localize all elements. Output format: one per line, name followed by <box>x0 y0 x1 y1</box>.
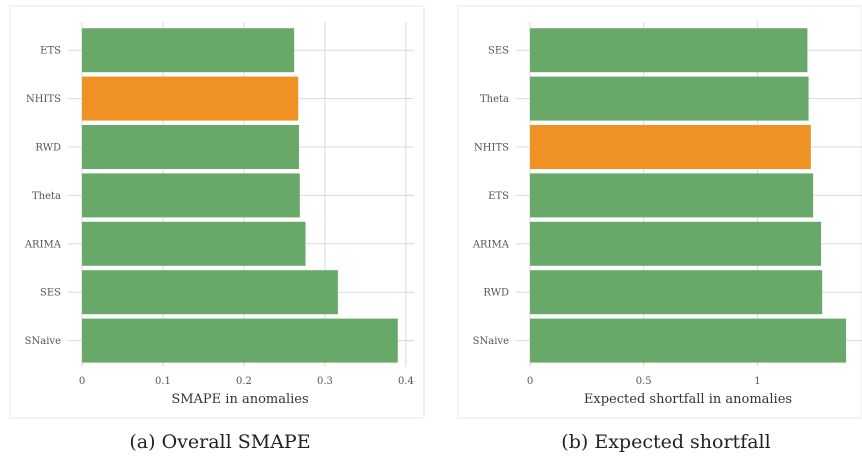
bars <box>82 28 398 363</box>
x-tick-label: 0.1 <box>155 376 171 387</box>
category-label: SES <box>488 46 509 57</box>
category-labels: ETS NHITS RWD Theta ARIMA SES SNaive <box>24 46 62 347</box>
category-label: ARIMA <box>24 239 62 250</box>
x-tick-labels: 0 0.5 1 <box>527 376 761 387</box>
bar-ses <box>530 28 808 73</box>
category-label: RWD <box>35 143 61 154</box>
category-label: SNaive <box>25 336 61 347</box>
bar-rwd <box>82 125 300 169</box>
caption-a: (a) Overall SMAPE <box>129 431 310 453</box>
bar-arima <box>530 221 822 266</box>
x-tick-label: 1 <box>754 376 760 387</box>
category-label: ETS <box>488 191 509 202</box>
bar-theta <box>82 173 300 218</box>
bar-theta <box>530 76 809 121</box>
x-tick-labels: 0 0.1 0.2 0.3 0.4 <box>79 376 414 387</box>
x-tick-label: 0 <box>527 376 533 387</box>
chart-overall-smape: ETS NHITS RWD Theta ARIMA SES SNaive 0 0.1 0.2 0.… <box>9 5 425 419</box>
bar-snaive <box>530 318 847 363</box>
category-label: Theta <box>32 191 61 202</box>
category-label: NHITS <box>474 143 509 154</box>
bar-ets <box>82 28 295 73</box>
x-tick-label: 0.2 <box>236 376 252 387</box>
bar-snaive <box>82 318 398 363</box>
x-tick-label: 0.4 <box>398 376 414 387</box>
x-tick-label: 0 <box>79 376 85 387</box>
category-label: ARIMA <box>472 239 510 250</box>
bars <box>530 28 847 363</box>
bar-rwd <box>530 270 823 315</box>
x-axis-label: Expected shortfall in anomalies <box>584 392 792 407</box>
category-label: Theta <box>480 94 509 105</box>
bar-ets <box>530 173 814 218</box>
bar-arima <box>82 221 306 266</box>
x-tick-label: 0.3 <box>317 376 333 387</box>
category-label: SES <box>40 288 61 299</box>
x-tick-label: 0.5 <box>636 376 652 387</box>
bar-nhits <box>530 125 811 169</box>
caption-b: (b) Expected shortfall <box>561 431 770 453</box>
x-axis-label: SMAPE in anomalies <box>171 392 308 407</box>
category-label: SNaive <box>473 336 509 347</box>
category-labels: SES Theta NHITS ETS ARIMA RWD SNaive <box>472 46 510 347</box>
bar-ses <box>82 270 338 315</box>
category-label: ETS <box>40 46 61 57</box>
bar-nhits <box>82 76 299 121</box>
category-label: RWD <box>483 288 509 299</box>
category-label: NHITS <box>26 94 61 105</box>
